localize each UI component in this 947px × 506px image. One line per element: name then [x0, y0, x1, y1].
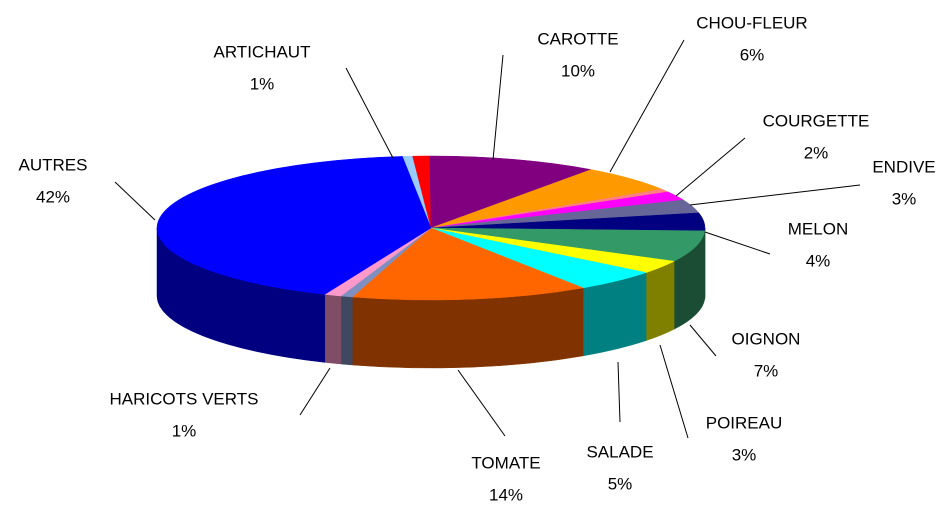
- leader-line: [114, 181, 156, 221]
- slice-side: [352, 287, 584, 369]
- slice-value-label: 2%: [804, 143, 829, 162]
- leader-line: [659, 344, 689, 439]
- leader-line: [617, 361, 621, 423]
- slice-label: OIGNON: [732, 329, 801, 348]
- slice: [156, 156, 432, 295]
- slice: [430, 227, 706, 262]
- slice-value-label: 10%: [561, 61, 595, 80]
- leader-line: [689, 184, 861, 206]
- slice-value-label: 1%: [250, 74, 275, 93]
- slice-label: AUTRES: [19, 155, 88, 174]
- slice-label: HARICOTS VERTS: [110, 389, 259, 408]
- slice-label: TOMATE: [471, 453, 540, 472]
- slice-value-label: 4%: [806, 251, 831, 270]
- slice-value-label: 3%: [732, 445, 757, 464]
- leader-line: [704, 231, 771, 255]
- leader-line: [457, 369, 506, 437]
- slice-side: [324, 294, 342, 365]
- slice-label: COURGETTE: [763, 111, 870, 130]
- slice-value-label: 7%: [754, 361, 779, 380]
- slice-value-label: 14%: [489, 485, 523, 504]
- slice-value-label: 42%: [36, 187, 70, 206]
- slice-value-label: 5%: [608, 474, 633, 493]
- slice-value-label: 1%: [172, 421, 197, 440]
- leader-line: [609, 39, 685, 173]
- slice-label: POIREAU: [706, 413, 783, 432]
- slice: [351, 227, 585, 301]
- leader-line: [689, 324, 717, 357]
- slice-label: ARTICHAUT: [214, 42, 311, 61]
- slice-value-label: 3%: [892, 189, 917, 208]
- slice-label: SALADE: [586, 442, 653, 461]
- slice-value-label: 6%: [740, 45, 765, 64]
- leader-line: [675, 137, 746, 197]
- leader-line: [299, 367, 331, 416]
- slice-label: CAROTTE: [537, 29, 618, 48]
- leader-line: [345, 67, 394, 159]
- slice: [429, 155, 593, 229]
- slice-side: [645, 260, 675, 341]
- slice-label: CHOU-FLEUR: [696, 13, 807, 32]
- leader-line: [492, 54, 504, 161]
- slice-label: ENDIVE: [872, 157, 935, 176]
- slice-side: [340, 295, 353, 366]
- slice-label: MELON: [788, 219, 848, 238]
